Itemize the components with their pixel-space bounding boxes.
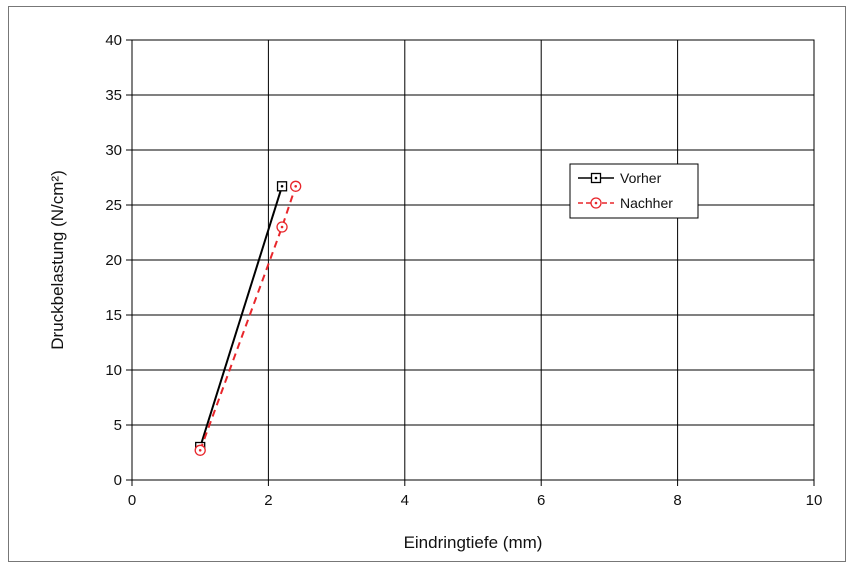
series-line-vorher [199, 186, 283, 448]
chart-frame [8, 6, 846, 562]
series-line-nachher [199, 185, 297, 451]
y-tick-label: 30 [105, 142, 122, 159]
y-tick-label: 10 [105, 362, 122, 379]
data-point-nachher [276, 221, 288, 233]
grid-lines [132, 40, 814, 480]
legend: Vorher Nachher [569, 163, 699, 219]
x-tick-label: 10 [806, 492, 823, 509]
y-axis-title: Druckbelastung (N/cm²) [48, 170, 67, 350]
x-tick-label: 0 [128, 492, 136, 509]
y-tick-label: 20 [105, 252, 122, 269]
x-tick-label: 8 [673, 492, 681, 509]
x-axis-ticks: 0 2 4 6 8 10 [128, 480, 823, 509]
x-tick-label: 6 [537, 492, 545, 509]
data-point-nachher [290, 180, 302, 192]
legend-label: Vorher [620, 170, 662, 186]
legend-marker-nachher [590, 197, 602, 209]
legend-item-nachher: Nachher [578, 195, 673, 211]
legend-item-vorher: Vorher [578, 170, 662, 186]
y-tick-label: 5 [114, 417, 122, 434]
y-tick-label: 15 [105, 307, 122, 324]
y-axis-ticks: 0 5 10 15 20 25 30 35 40 [105, 32, 132, 489]
x-tick-label: 4 [401, 492, 409, 509]
x-axis-title: Eindringtiefe (mm) [404, 533, 543, 552]
series-group [194, 180, 302, 456]
y-tick-label: 0 [114, 472, 122, 489]
x-tick-label: 2 [264, 492, 272, 509]
y-tick-label: 35 [105, 87, 122, 104]
legend-marker-vorher [590, 172, 602, 184]
y-tick-label: 25 [105, 197, 122, 214]
data-point-vorher [276, 181, 288, 192]
y-tick-label: 40 [105, 32, 122, 49]
data-point-nachher [194, 444, 206, 456]
legend-label: Nachher [620, 195, 673, 211]
